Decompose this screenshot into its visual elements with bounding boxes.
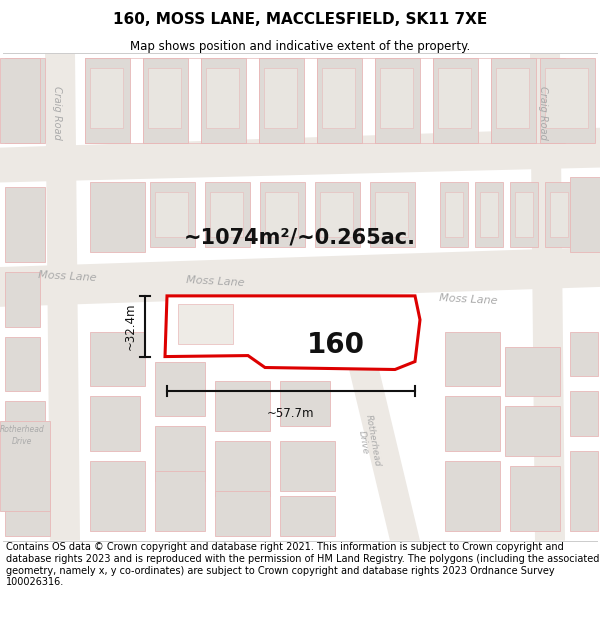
Bar (545, 182, 573, 247)
Bar (90, 396, 140, 451)
Bar (90, 68, 123, 128)
Bar (215, 441, 270, 496)
Bar (475, 182, 503, 247)
Text: Moss Lane: Moss Lane (439, 293, 497, 306)
Text: 160, MOSS LANE, MACCLESFIELD, SK11 7XE: 160, MOSS LANE, MACCLESFIELD, SK11 7XE (113, 12, 487, 27)
Bar (491, 58, 536, 142)
Text: Moss Lane: Moss Lane (38, 271, 97, 284)
Bar (322, 68, 355, 128)
Bar (445, 461, 500, 531)
Text: ~57.7m: ~57.7m (267, 408, 315, 420)
Bar (5, 471, 50, 536)
Bar (178, 304, 233, 344)
Bar (570, 391, 598, 436)
Bar (0, 58, 40, 142)
Bar (315, 182, 360, 247)
Bar (438, 68, 471, 128)
Bar (280, 441, 335, 491)
Text: ~32.4m: ~32.4m (124, 302, 137, 350)
Bar (280, 381, 330, 426)
Bar (0, 421, 50, 511)
Bar (150, 182, 195, 247)
Text: Moss Lane: Moss Lane (185, 276, 244, 289)
Bar (5, 337, 40, 391)
Bar (215, 491, 270, 536)
Bar (90, 182, 145, 252)
Bar (540, 58, 595, 142)
Bar (445, 332, 500, 386)
Bar (380, 68, 413, 128)
Text: Drive: Drive (12, 437, 32, 446)
Bar (496, 68, 529, 128)
Bar (85, 58, 130, 142)
Bar (90, 461, 145, 531)
Text: Craig Road: Craig Road (538, 86, 548, 140)
Bar (280, 496, 335, 536)
Bar (320, 192, 353, 237)
Bar (143, 58, 188, 142)
Bar (545, 68, 588, 128)
Bar (259, 58, 304, 142)
Text: Rotherhead: Rotherhead (0, 425, 44, 434)
Bar (445, 396, 500, 451)
Bar (505, 347, 560, 396)
Bar (155, 361, 205, 416)
Bar (433, 58, 478, 142)
Bar (5, 401, 45, 461)
Bar (375, 58, 420, 142)
Polygon shape (45, 53, 80, 541)
Bar (570, 177, 600, 252)
Bar (5, 58, 45, 142)
Bar (515, 192, 533, 237)
Polygon shape (0, 247, 600, 307)
Bar (155, 192, 188, 237)
Text: ~1074m²/~0.265ac.: ~1074m²/~0.265ac. (184, 227, 416, 247)
Bar (205, 182, 250, 247)
Bar (570, 451, 598, 531)
Bar (440, 182, 468, 247)
Bar (206, 68, 239, 128)
Polygon shape (165, 296, 420, 369)
Text: Contains OS data © Crown copyright and database right 2021. This information is : Contains OS data © Crown copyright and d… (6, 542, 599, 587)
Bar (445, 192, 463, 237)
Text: Map shows position and indicative extent of the property.: Map shows position and indicative extent… (130, 40, 470, 53)
Text: Rotherhead
Drive: Rotherhead Drive (354, 414, 382, 469)
Bar (260, 182, 305, 247)
Bar (148, 68, 181, 128)
Polygon shape (0, 127, 600, 182)
Bar (210, 192, 243, 237)
Polygon shape (530, 53, 565, 541)
Bar (510, 466, 560, 531)
Bar (317, 58, 362, 142)
Bar (215, 381, 270, 431)
Bar (264, 68, 297, 128)
Bar (550, 192, 568, 237)
Bar (201, 58, 246, 142)
Bar (370, 182, 415, 247)
Text: Craig Road: Craig Road (52, 86, 62, 140)
Bar (5, 272, 40, 327)
Bar (570, 332, 598, 376)
Bar (155, 471, 205, 531)
Bar (90, 332, 145, 386)
Bar (265, 192, 298, 237)
Polygon shape (340, 332, 420, 541)
Bar (375, 192, 408, 237)
Bar (155, 426, 205, 481)
Bar (480, 192, 498, 237)
Bar (505, 406, 560, 456)
Text: 160: 160 (307, 331, 365, 359)
Bar (510, 182, 538, 247)
Bar (5, 188, 45, 262)
